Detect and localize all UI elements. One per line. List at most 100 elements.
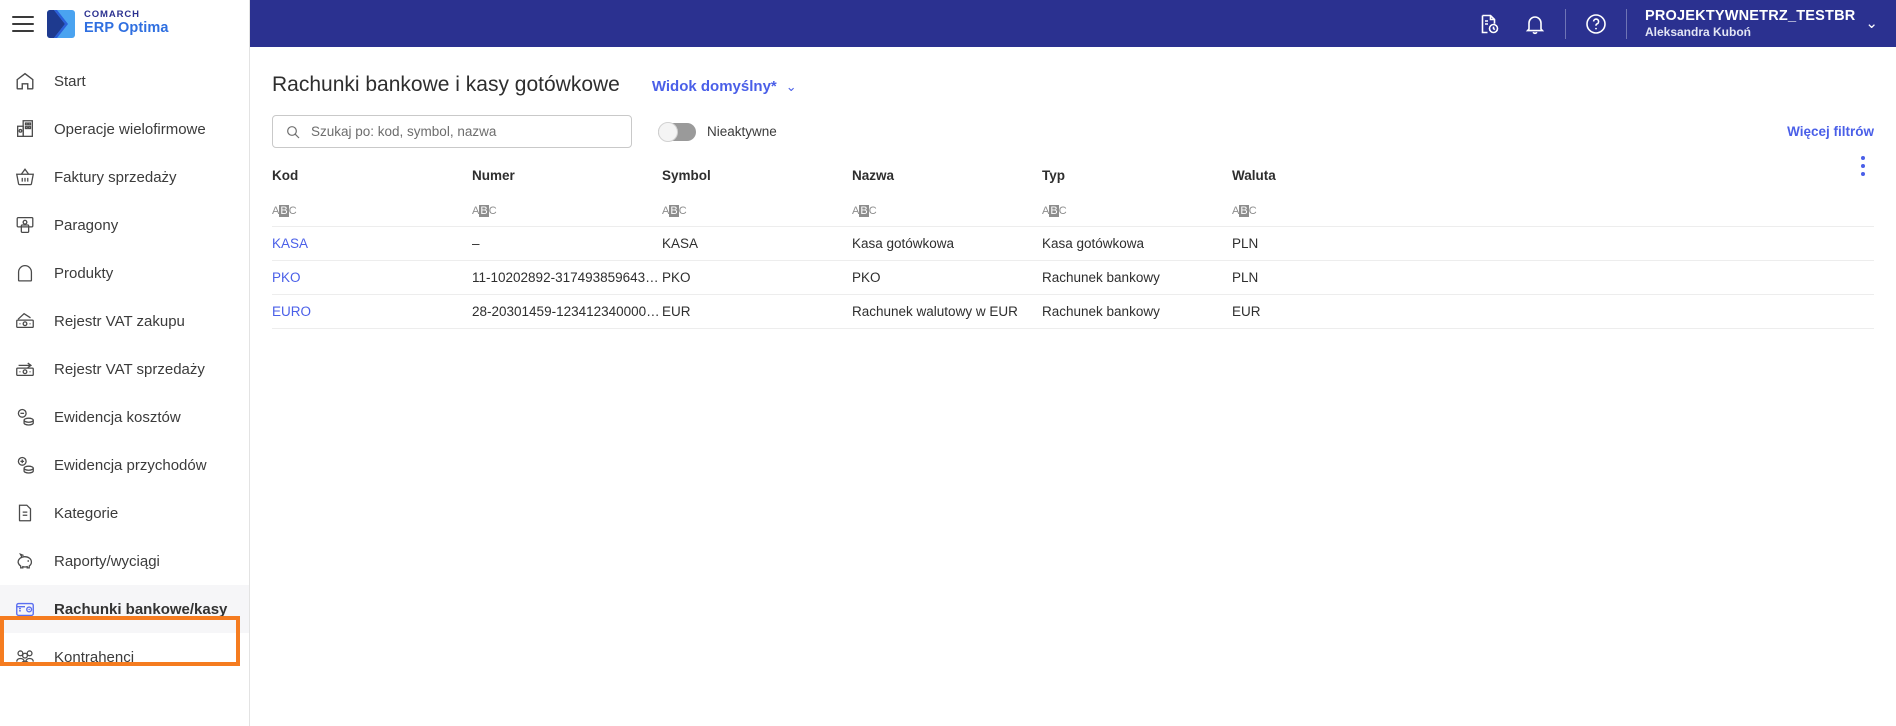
table-row[interactable]: EURO 28-20301459-1234123400001234 EUR Ra… xyxy=(272,294,1874,329)
sidebar-item-label: Rejestr VAT zakupu xyxy=(54,312,185,330)
table-row[interactable]: KASA – KASA Kasa gotówkowa Kasa gotówkow… xyxy=(272,226,1874,261)
sidebar-nav: Start Operacje wielofirmowe xyxy=(0,47,249,681)
header-icon-group xyxy=(1477,12,1547,36)
home-icon xyxy=(12,68,38,94)
row-code-link[interactable]: EURO xyxy=(272,304,312,319)
sidebar-item-ewidencja-kosztow[interactable]: Ewidencja kosztów xyxy=(0,393,249,441)
sidebar-item-ewidencja-przychodow[interactable]: Ewidencja przychodów xyxy=(0,441,249,489)
document-clock-icon[interactable] xyxy=(1477,12,1501,36)
sidebar-item-kontrahenci[interactable]: Kontrahenci xyxy=(0,633,249,681)
sidebar-item-label: Kategorie xyxy=(54,504,119,522)
sidebar-item-label: Rejestr VAT sprzedaży xyxy=(54,360,205,378)
page-title: Rachunki bankowe i kasy gotówkowe xyxy=(272,73,620,96)
cell-symbol: KASA xyxy=(662,226,852,261)
user-display-name: Aleksandra Kuboń xyxy=(1644,25,1752,40)
people-icon xyxy=(12,644,38,670)
comarch-logo[interactable]: COMARCH ERP Optima xyxy=(47,9,169,38)
sidebar-item-label: Start xyxy=(54,72,86,90)
receipt-printer-icon xyxy=(12,212,38,238)
sidebar-item-operacje-wielofirmowe[interactable]: Operacje wielofirmowe xyxy=(0,105,249,153)
basket-icon xyxy=(12,164,38,190)
view-selector[interactable]: Widok domyślny* ⌄ xyxy=(652,78,797,95)
cell-nazwa: Kasa gotówkowa xyxy=(852,226,1042,261)
sidebar-item-rejestr-vat-zakupu[interactable]: Rejestr VAT zakupu xyxy=(0,297,249,345)
cell-typ: Rachunek bankowy xyxy=(1042,294,1232,329)
sidebar-item-start[interactable]: Start xyxy=(0,57,249,105)
sidebar-item-faktury-sprzedazy[interactable]: Faktury sprzedaży xyxy=(0,153,249,201)
more-vertical-icon[interactable] xyxy=(1852,154,1874,178)
piggy-bank-icon xyxy=(12,548,38,574)
search-box[interactable] xyxy=(272,115,632,148)
sidebar-item-rejestr-vat-sprzedazy[interactable]: Rejestr VAT sprzedaży xyxy=(0,345,249,393)
filter-toolbar: Nieaktywne Więcej filtrów xyxy=(250,97,1896,148)
logo-text-comarch: COMARCH xyxy=(84,9,140,21)
sidebar-item-paragony[interactable]: Paragony xyxy=(0,201,249,249)
header-divider-2 xyxy=(1625,8,1627,39)
cell-waluta: PLN xyxy=(1232,226,1874,261)
sidebar-item-label: Faktury sprzedaży xyxy=(54,168,177,186)
main-content: Rachunki bankowe i kasy gotówkowe Widok … xyxy=(250,47,1896,726)
sidebar-item-rachunki-bankowe-kasy[interactable]: Rachunki bankowe/kasy xyxy=(0,585,249,633)
brand-header: COMARCH ERP Optima xyxy=(0,0,249,47)
cell-typ: Kasa gotówkowa xyxy=(1042,226,1232,261)
cell-typ: Rachunek bankowy xyxy=(1042,260,1232,295)
row-code-link[interactable]: KASA xyxy=(272,236,309,251)
bell-icon[interactable] xyxy=(1523,12,1547,36)
chevron-down-icon[interactable]: ⌄ xyxy=(1865,15,1878,32)
hamburger-icon[interactable] xyxy=(12,15,34,32)
table-header-row: Kod Numer Symbol Nazwa Typ Waluta xyxy=(272,162,1874,193)
vat-purchase-icon xyxy=(12,308,38,334)
inactive-toggle-group[interactable]: Nieaktywne xyxy=(658,121,777,142)
cell-numer: – xyxy=(472,226,662,261)
bag-icon xyxy=(12,260,38,286)
page-header: Rachunki bankowe i kasy gotówkowe Widok … xyxy=(250,47,1896,97)
vat-sales-icon xyxy=(12,356,38,382)
cell-kod[interactable]: KASA xyxy=(272,226,472,261)
coins-plus-icon xyxy=(12,452,38,478)
cell-symbol: PKO xyxy=(662,260,852,295)
help-icon[interactable] xyxy=(1584,12,1608,36)
more-filters-link[interactable]: Więcej filtrów xyxy=(1787,124,1874,139)
column-header-kod[interactable]: Kod xyxy=(272,168,299,183)
user-menu[interactable]: PROJEKTYWNETRZ_TESTBR Aleksandra Kuboń ⌄ xyxy=(1645,7,1878,40)
column-header-typ[interactable]: Typ xyxy=(1042,168,1065,183)
sidebar-item-kategorie[interactable]: Kategorie xyxy=(0,489,249,537)
cell-numer: 11-10202892-3174938596430953 xyxy=(472,260,662,295)
sidebar: COMARCH ERP Optima Start xyxy=(0,0,250,726)
inactive-toggle-label: Nieaktywne xyxy=(707,124,777,139)
sidebar-item-label: Produkty xyxy=(54,264,114,282)
cell-waluta: PLN xyxy=(1232,260,1874,295)
sidebar-item-produkty[interactable]: Produkty xyxy=(0,249,249,297)
inactive-toggle[interactable] xyxy=(658,121,696,142)
column-header-nazwa[interactable]: Nazwa xyxy=(852,168,895,183)
comarch-logo-mark xyxy=(47,9,75,38)
coins-minus-icon xyxy=(12,404,38,430)
logo-text-optima: ERP Optima xyxy=(84,19,169,36)
search-input[interactable] xyxy=(311,124,619,139)
table-row[interactable]: PKO 11-10202892-3174938596430953 PKO PKO… xyxy=(272,260,1874,295)
row-code-link[interactable]: PKO xyxy=(272,270,301,285)
toggle-knob xyxy=(658,121,678,142)
building-icon xyxy=(12,116,38,142)
cell-kod[interactable]: PKO xyxy=(272,260,472,295)
top-header-bar: PROJEKTYWNETRZ_TESTBR Aleksandra Kuboń ⌄ xyxy=(250,0,1896,47)
sidebar-item-label: Paragony xyxy=(54,216,119,234)
header-divider-1 xyxy=(1564,8,1566,39)
chevron-down-icon: ⌄ xyxy=(785,79,797,94)
sidebar-item-raporty-wyciagi[interactable]: Raporty/wyciągi xyxy=(0,537,249,585)
sidebar-item-label: Rachunki bankowe/kasy xyxy=(54,600,228,618)
sidebar-item-label: Raporty/wyciągi xyxy=(54,552,160,570)
column-header-symbol[interactable]: Symbol xyxy=(662,168,711,183)
column-header-numer[interactable]: Numer xyxy=(472,168,515,183)
sidebar-item-label: Ewidencja przychodów xyxy=(54,456,207,474)
user-company-name: PROJEKTYWNETRZ_TESTBR xyxy=(1644,7,1856,24)
cell-kod[interactable]: EURO xyxy=(272,294,472,329)
column-header-waluta[interactable]: Waluta xyxy=(1232,168,1276,183)
